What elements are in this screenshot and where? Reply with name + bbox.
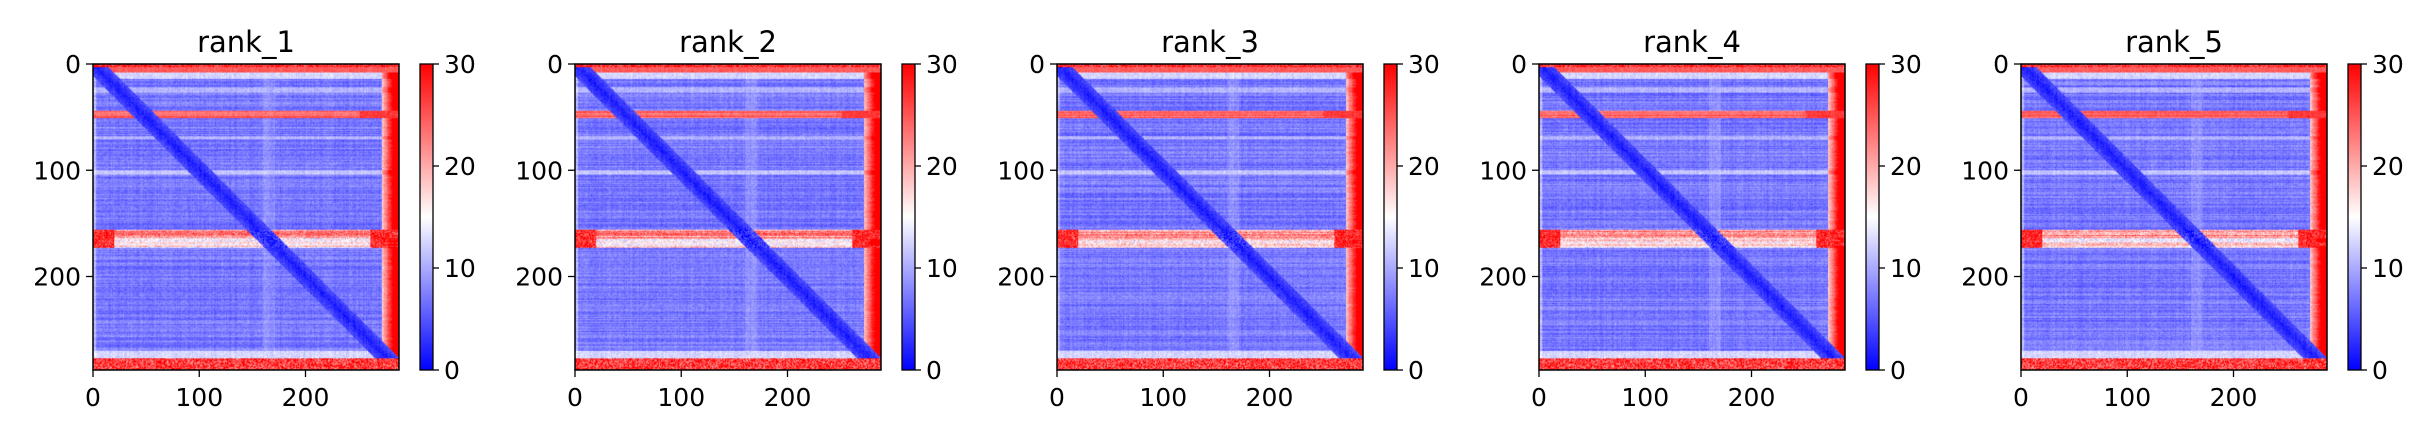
heatmap-image: [2021, 64, 2327, 370]
y-tick-label: 100: [515, 156, 563, 185]
heatmap-panel: rank_3 0 100 200 0 100 200 0 10 20 30: [997, 25, 1440, 412]
colorbar-gradient: [1383, 63, 1398, 371]
colorbar-tick-label: 20: [444, 152, 476, 181]
axes-frame: [1538, 63, 1846, 371]
heatmap-image: [1539, 64, 1845, 370]
heatmap-panel: rank_2 0 100 200 0 100 200 0 10 20 30: [515, 25, 958, 412]
x-tick-label: 100: [1621, 383, 1669, 412]
x-tick-label: 200: [1728, 383, 1776, 412]
x-tick-label: 200: [2210, 383, 2258, 412]
axes-frame: [92, 63, 400, 371]
heatmap-image: [1057, 64, 1363, 370]
colorbar-tick-label: 0: [926, 356, 942, 385]
panel-title: rank_5: [2125, 25, 2223, 59]
y-tick-label: 100: [997, 156, 1045, 185]
colorbar-gradient: [419, 63, 434, 371]
y-tick-label: 100: [1479, 156, 1527, 185]
x-tick-label: 0: [1049, 383, 1065, 412]
y-tick-label: 0: [65, 50, 81, 79]
colorbar-tick-label: 0: [1408, 356, 1424, 385]
x-tick-label: 200: [1246, 383, 1294, 412]
x-tick-label: 0: [567, 383, 583, 412]
colorbar: 0 10 20 30: [1383, 50, 1440, 385]
x-tick-label: 0: [1531, 383, 1547, 412]
heatmap-panel: rank_4 0 100 200 0 100 200 0 10 20 30: [1479, 25, 1922, 412]
x-tick-label: 0: [2013, 383, 2029, 412]
colorbar-gradient: [1865, 63, 1880, 371]
colorbar: 0 10 20 30: [2347, 50, 2404, 385]
colorbar-tick-label: 30: [2372, 50, 2404, 79]
colorbar-tick-label: 20: [926, 152, 958, 181]
colorbar-tick-label: 10: [926, 254, 958, 283]
y-tick-label: 100: [33, 156, 81, 185]
heatmap-panel: rank_5 0 100 200 0 100 200 0 10 20 30: [1961, 25, 2404, 412]
axes-frame: [574, 63, 882, 371]
y-tick-label: 200: [33, 263, 81, 292]
colorbar-tick-label: 20: [1408, 152, 1440, 181]
y-tick-label: 200: [515, 263, 563, 292]
x-tick-label: 200: [282, 383, 330, 412]
colorbar-tick-label: 30: [1890, 50, 1922, 79]
x-tick-label: 100: [657, 383, 705, 412]
colorbar-tick-label: 10: [1408, 254, 1440, 283]
heatmap-image: [575, 64, 881, 370]
y-tick-label: 200: [1479, 263, 1527, 292]
heatmap-panel: rank_1 0 100 200 0 100 200 0 10 20 30: [33, 25, 476, 412]
panel-title: rank_2: [679, 25, 777, 59]
panel-title: rank_1: [197, 25, 295, 59]
y-tick-label: 0: [547, 50, 563, 79]
y-tick-label: 0: [1029, 50, 1045, 79]
x-tick-label: 100: [175, 383, 223, 412]
panel-title: rank_3: [1161, 25, 1259, 59]
y-tick-label: 0: [1511, 50, 1527, 79]
x-tick-label: 0: [85, 383, 101, 412]
colorbar: 0 10 20 30: [1865, 50, 1922, 385]
colorbar: 0 10 20 30: [419, 50, 476, 385]
colorbar-tick-label: 10: [1890, 254, 1922, 283]
y-tick-label: 100: [1961, 156, 2009, 185]
colorbar-tick-label: 30: [926, 50, 958, 79]
colorbar-tick-label: 30: [1408, 50, 1440, 79]
colorbar-gradient: [901, 63, 916, 371]
colorbar-tick-label: 30: [444, 50, 476, 79]
axes-frame: [2020, 63, 2328, 371]
y-tick-label: 200: [997, 263, 1045, 292]
heatmap-image: [93, 64, 399, 370]
panel-title: rank_4: [1643, 25, 1741, 59]
colorbar-tick-label: 10: [444, 254, 476, 283]
y-tick-label: 0: [1993, 50, 2009, 79]
colorbar: 0 10 20 30: [901, 50, 958, 385]
axes-frame: [1056, 63, 1364, 371]
colorbar-tick-label: 0: [1890, 356, 1906, 385]
colorbar-tick-label: 0: [2372, 356, 2388, 385]
x-tick-label: 100: [2103, 383, 2151, 412]
x-tick-label: 200: [764, 383, 812, 412]
colorbar-tick-label: 10: [2372, 254, 2404, 283]
x-tick-label: 100: [1139, 383, 1187, 412]
y-tick-label: 200: [1961, 263, 2009, 292]
colorbar-gradient: [2347, 63, 2362, 371]
colorbar-tick-label: 20: [1890, 152, 1922, 181]
colorbar-tick-label: 0: [444, 356, 460, 385]
colorbar-tick-label: 20: [2372, 152, 2404, 181]
